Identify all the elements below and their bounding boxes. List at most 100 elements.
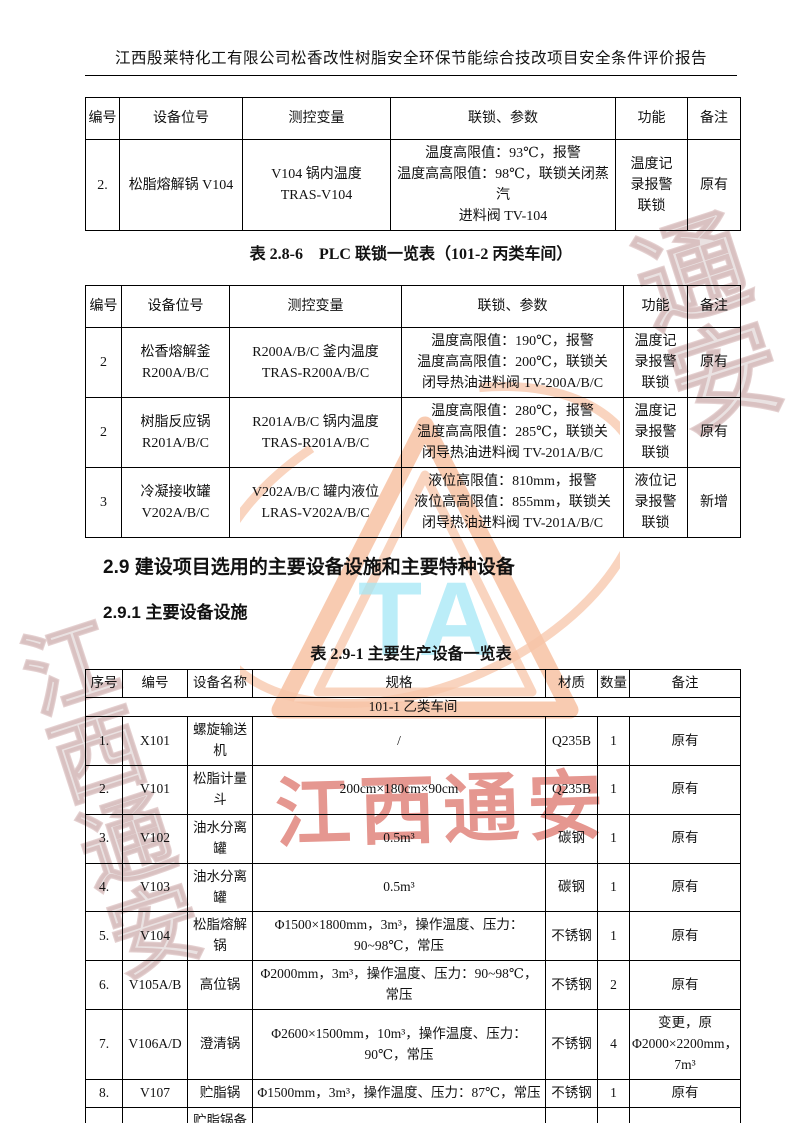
table-cell: 1 bbox=[597, 911, 630, 962]
table-row: 2 松香熔解釜 R200A/B/C R200A/B/C 釜内温度 TRAS-R200… bbox=[85, 327, 741, 398]
table-row: 4. V103 油水分离罐 0.5m³ 碳钢 1 原有 bbox=[85, 862, 741, 913]
table-cell: 2 bbox=[85, 397, 122, 468]
table-cell: 1 bbox=[597, 1078, 630, 1108]
table-cell: 原有 bbox=[687, 397, 741, 468]
table-cell: 7. bbox=[85, 1009, 123, 1080]
table-cell: 高位锅 bbox=[187, 960, 253, 1011]
section-heading-2-9-1: 2.9.1 主要设备设施 bbox=[103, 603, 248, 622]
table-cell: 贮脂锅备用泵 bbox=[187, 1106, 253, 1123]
table-cell: 原有 bbox=[687, 327, 741, 398]
table-row: 3 冷凝接收罐 V202A/B/C V202A/B/C 罐内液位 LRAS-V202… bbox=[85, 467, 741, 538]
table-cell: 4. bbox=[85, 862, 123, 913]
table-cell: 松脂熔解锅 V104 bbox=[119, 139, 243, 231]
table-cell: V101 bbox=[122, 764, 188, 815]
table-cell: Q235B bbox=[545, 764, 598, 815]
table-cell: Φ1500×1800mm，3m³，操作温度、压力：90~98℃，常压 bbox=[252, 911, 546, 962]
table-cell: 松脂计量斗 bbox=[187, 764, 253, 815]
table-cell: 碳钢 bbox=[545, 813, 598, 864]
table-cell: 5. bbox=[85, 911, 123, 962]
column-header: 编号 bbox=[85, 97, 120, 140]
main-production-equipment-table: 序号 编号 设备名称 规格 材质 数量 备注 101-1 乙类车间 1. X101 螺旋输送机 / Q2… bbox=[85, 669, 741, 1123]
column-header: 测控变量 bbox=[242, 97, 391, 140]
table-cell: V103 bbox=[122, 862, 188, 913]
column-header: 设备名称 bbox=[187, 669, 253, 698]
report-header-title: 江西殷莱特化工有限公司松香改性树脂安全环保节能综合技改项目安全条件评价报告 bbox=[85, 46, 737, 76]
table-cell: V104 bbox=[122, 911, 188, 962]
section-row-label: 101-1 乙类车间 bbox=[85, 696, 741, 718]
table-cell: 2. bbox=[85, 764, 123, 815]
table-cell: V105A/B bbox=[122, 960, 188, 1011]
table-cell: / bbox=[252, 716, 546, 766]
table-cell: 温度高限值：280℃，报警 温度高高限值：285℃，联锁关 闭导热油进料阀 TV… bbox=[401, 397, 624, 468]
table-cell: 松香熔解釜 R200A/B/C bbox=[121, 327, 230, 398]
table-row: 7. V106A/D 澄清锅 Φ2600×1500mm，10m³，操作温度、压力：90… bbox=[85, 1009, 741, 1080]
table-cell: 澄清锅 bbox=[187, 1009, 253, 1080]
table-cell: Φ2600×1500mm，10m³，操作温度、压力：90℃，常压 bbox=[252, 1009, 546, 1080]
table-row: 3. V102 油水分离罐 0.5m³ 碳钢 1 原有 bbox=[85, 813, 741, 864]
table-cell: 液位记 录报警 联锁 bbox=[623, 467, 688, 538]
table-cell: 原有 bbox=[629, 911, 741, 962]
column-header: 编号 bbox=[85, 285, 122, 328]
table-cell: 不锈钢 bbox=[545, 960, 598, 1011]
table-cell: V107 bbox=[122, 1078, 188, 1108]
column-header: 备注 bbox=[687, 285, 741, 328]
table-cell: 3. bbox=[85, 813, 123, 864]
table-row: 2. V101 松脂计量斗 200cm×180cm×90cm Q235B 1 原有 bbox=[85, 764, 741, 815]
table-cell: Φ1500mm，3m³，操作温度、压力：87℃，常压 bbox=[252, 1078, 546, 1108]
table-cell: R201A/B/C 锅内温度 TRAS-R201A/B/C bbox=[229, 397, 402, 468]
table-cell: 液位高限值：810mm，报警 液位高高限值：855mm，联锁关 闭导热油进料阀 … bbox=[401, 467, 624, 538]
table-cell: V202A/B/C 罐内液位 LRAS-V202A/B/C bbox=[229, 467, 402, 538]
table-cell: 3kW bbox=[252, 1106, 546, 1123]
table-cell: 原有 bbox=[629, 960, 741, 1011]
column-header: 功能 bbox=[615, 97, 688, 140]
table-cell: Q235B bbox=[545, 716, 598, 766]
table-cell: 变更，原Φ2000×2200mm，7m³ bbox=[629, 1009, 741, 1080]
section-heading-2-9: 2.9 建设项目选用的主要设备设施和主要特种设备 bbox=[103, 557, 515, 578]
table-cell: 松脂熔解锅 bbox=[187, 911, 253, 962]
table-cell: 温度记 录报警 联锁 bbox=[623, 397, 688, 468]
table-cell: V102 bbox=[122, 813, 188, 864]
table-cell: Φ2000mm，3m³，操作温度、压力：90~98℃，常压 bbox=[252, 960, 546, 1011]
table-cell: R200A/B/C 釜内温度 TRAS-R200A/B/C bbox=[229, 327, 402, 398]
table-cell: 0.5m³ bbox=[252, 813, 546, 864]
table-cell: 不锈钢 bbox=[545, 1106, 598, 1123]
table-row: 2. 松脂熔解锅 V104 V104 锅内温度 TRAS-V104 温度高限值：93℃… bbox=[85, 139, 741, 231]
table-cell: P105 bbox=[122, 1106, 188, 1123]
table-cell: 原有 bbox=[629, 862, 741, 913]
table-header-row: 序号 编号 设备名称 规格 材质 数量 备注 bbox=[85, 669, 741, 698]
table-cell: 不锈钢 bbox=[545, 1009, 598, 1080]
table-cell: 温度记 录报警 联锁 bbox=[615, 139, 688, 231]
table-cell: 温度高限值：190℃，报警 温度高高限值：200℃，联锁关 闭导热油进料阀 TV… bbox=[401, 327, 624, 398]
plc-interlock-table-101-2: 编号 设备位号 测控变量 联锁、参数 功能 备注 2 松香熔解釜 R200A/B/C R200A… bbox=[85, 285, 741, 538]
table-cell: 新增 bbox=[629, 1106, 741, 1123]
table-cell: 4 bbox=[597, 1009, 630, 1080]
column-header: 数量 bbox=[597, 669, 630, 698]
column-header: 规格 bbox=[252, 669, 546, 698]
table-cell: 2 bbox=[597, 960, 630, 1011]
column-header: 序号 bbox=[85, 669, 123, 698]
table-cell: 2 bbox=[85, 327, 122, 398]
table-header-row: 编号 设备位号 测控变量 联锁、参数 功能 备注 bbox=[85, 285, 741, 328]
table-cell: V106A/D bbox=[122, 1009, 188, 1080]
table-cell: 8. bbox=[85, 1078, 123, 1108]
table-row: 2 树脂反应锅 R201A/B/C R201A/B/C 锅内温度 TRAS-R201… bbox=[85, 397, 741, 468]
table-cell: 温度记 录报警 联锁 bbox=[623, 327, 688, 398]
column-header: 功能 bbox=[623, 285, 688, 328]
table-cell: 6. bbox=[85, 960, 123, 1011]
table-header-row: 编号 设备位号 测控变量 联锁、参数 功能 备注 bbox=[85, 97, 741, 140]
table-cell: 油水分离罐 bbox=[187, 813, 253, 864]
table-2-8-6-caption: 表 2.8-6 PLC 联锁一览表（101-2 丙类车间） bbox=[249, 246, 573, 263]
column-header: 测控变量 bbox=[229, 285, 402, 328]
column-header: 设备位号 bbox=[119, 97, 243, 140]
table-row: 8. V107 贮脂锅 Φ1500mm，3m³，操作温度、压力：87℃，常压 不锈钢 1 原… bbox=[85, 1078, 741, 1108]
column-header: 备注 bbox=[629, 669, 741, 698]
table-cell: 9. bbox=[85, 1106, 123, 1123]
table-cell: 原有 bbox=[629, 813, 741, 864]
table-cell: 200cm×180cm×90cm bbox=[252, 764, 546, 815]
table-cell: 1 bbox=[597, 862, 630, 913]
column-header: 联锁、参数 bbox=[401, 285, 624, 328]
table-cell: 1 bbox=[597, 764, 630, 815]
table-cell: 冷凝接收罐 V202A/B/C bbox=[121, 467, 230, 538]
